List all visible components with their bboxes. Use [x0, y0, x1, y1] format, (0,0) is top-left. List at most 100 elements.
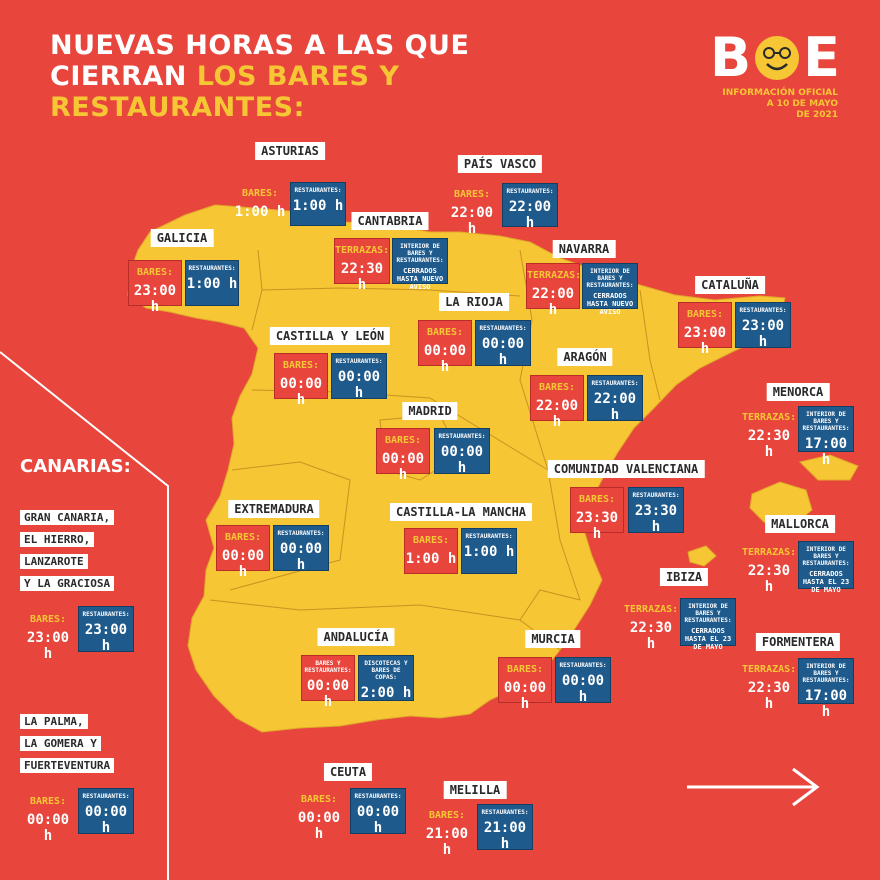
- region-label-aragon: ARAGÓN: [557, 348, 613, 366]
- canarias-g2-b-cap: RESTAURANTES:: [82, 793, 130, 800]
- aragon-b-val: 22:00 h: [593, 391, 637, 423]
- canarias-group-2-bares-box: BARES: 00:00 h: [22, 790, 74, 844]
- larioja-a-val: 00:00 h: [423, 343, 467, 375]
- menorca-a-cap: TERRAZAS:: [742, 412, 797, 423]
- navarra-b-cap: INTERIOR DE BARES Y RESTAURANTES:: [586, 268, 634, 289]
- cataluna-bares-box: BARES: 23:00 h: [678, 302, 732, 357]
- melilla-a-cap: BARES:: [428, 810, 466, 821]
- mallorca-b-val: CERRADOS HASTA EL 23 DE MAYO: [802, 570, 850, 594]
- larioja-restaurantes-box: RESTAURANTES: 00:00 h: [475, 320, 531, 368]
- region-label-formentera: FORMENTERA: [755, 633, 841, 651]
- paisvasco-b-cap: RESTAURANTES:: [506, 188, 554, 195]
- madrid-bares-box: BARES: 00:00 h: [376, 428, 430, 483]
- region-label-asturias: ASTURIAS: [255, 142, 325, 160]
- region-label-madrid: MADRID: [402, 402, 458, 420]
- island-label: LA GOMERA Y: [20, 736, 101, 751]
- andalucia-b-cap: DISCOTECAS Y BARES DE COPAS:: [364, 660, 408, 681]
- canarias-group-2-restaurantes-box: RESTAURANTES: 00:00 h: [78, 788, 134, 836]
- smiley-icon: [755, 36, 800, 80]
- aragon-a-val: 22:00 h: [535, 398, 579, 430]
- logo-subtitle: INFORMACIÓN OFICIAL A 10 DE MAYO DE 2021: [700, 88, 838, 121]
- island-label: EL HIERRO,: [20, 532, 95, 547]
- mallorca-terrazas-box: TERRAZAS: 22:30 h: [742, 541, 797, 595]
- aragon-bares-box: BARES: 22:00 h: [530, 375, 584, 430]
- menorca-b-cap: INTERIOR DE BARES Y RESTAURANTES:: [802, 411, 850, 432]
- island-label: LA PALMA,: [20, 714, 88, 729]
- paisvasco-a-val: 22:00 h: [450, 205, 494, 237]
- castillaleon-a-cap: BARES:: [282, 360, 320, 371]
- arrow-right-icon[interactable]: [685, 765, 825, 809]
- murcia-a-cap: BARES:: [506, 664, 544, 675]
- murcia-b-cap: RESTAURANTES:: [559, 662, 607, 669]
- murcia-restaurantes-box: RESTAURANTES: 00:00 h: [555, 657, 611, 705]
- madrid-a-val: 00:00 h: [381, 451, 425, 483]
- castillamancha-restaurantes-box: RESTAURANTES: 1:00 h: [461, 528, 517, 574]
- region-label-valenciana: COMUNIDAD VALENCIANA: [547, 460, 705, 478]
- extremadura-bares-box: BARES: 00:00 h: [216, 525, 270, 580]
- andalucia-a-val: 00:00 h: [306, 678, 350, 710]
- valenciana-a-cap: BARES:: [578, 494, 616, 505]
- extremadura-b-val: 00:00 h: [279, 541, 323, 573]
- paisvasco-bares-box: BARES: 22:00 h: [444, 183, 500, 237]
- murcia-bares-box: BARES: 00:00 h: [498, 657, 552, 712]
- canarias-g1-a-val: 23:00 h: [26, 630, 70, 662]
- castillaleon-a-val: 00:00 h: [279, 376, 323, 408]
- ibiza-terrazas-box: TERRAZAS: 22:30 h: [624, 598, 679, 652]
- larioja-b-cap: RESTAURANTES:: [479, 325, 527, 332]
- asturias-a-val: 1:00 h: [234, 204, 286, 220]
- valenciana-b-val: 23:30 h: [634, 503, 678, 535]
- formentera-b-val: 17:00 h: [804, 688, 848, 720]
- valenciana-b-cap: RESTAURANTES:: [632, 492, 680, 499]
- melilla-restaurantes-box: RESTAURANTES: 21:00 h: [477, 804, 533, 852]
- mallorca-a-val: 22:30 h: [747, 563, 791, 595]
- menorca-a-val: 22:30 h: [747, 428, 791, 460]
- canarias-group-1-list: GRAN CANARIA, EL HIERRO, LANZAROTE Y LA …: [20, 506, 140, 594]
- cataluna-a-cap: BARES:: [686, 309, 724, 320]
- ibiza-a-cap: TERRAZAS:: [624, 604, 679, 615]
- mallorca-b-cap: INTERIOR DE BARES Y RESTAURANTES:: [802, 546, 850, 567]
- castillamancha-a-val: 1:00 h: [405, 551, 457, 567]
- canarias-group-1-restaurantes-box: RESTAURANTES: 23:00 h: [78, 606, 134, 654]
- region-label-menorca: MENORCA: [766, 383, 830, 401]
- melilla-b-val: 21:00 h: [483, 820, 527, 852]
- title-line-3: RESTAURANTES:: [50, 92, 305, 123]
- region-label-ceuta: CEUTA: [323, 763, 373, 781]
- castillaleon-bares-box: BARES: 00:00 h: [274, 353, 328, 408]
- region-label-ibiza: IBIZA: [659, 568, 709, 586]
- cantabria-interior-box: INTERIOR DE BARES Y RESTAURANTES: CERRAD…: [392, 238, 448, 291]
- region-label-mallorca: MALLORCA: [765, 515, 835, 533]
- island-label: FUERTEVENTURA: [20, 758, 115, 773]
- formentera-interior-box: INTERIOR DE BARES Y RESTAURANTES: 17:00 …: [798, 658, 854, 720]
- logo-sub-2: A 10 DE MAYO: [766, 99, 838, 109]
- cantabria-a-cap: TERRAZAS:: [335, 245, 390, 256]
- melilla-a-val: 21:00 h: [425, 826, 469, 858]
- mallorca-a-cap: TERRAZAS:: [742, 547, 797, 558]
- region-label-cantabria: CANTABRIA: [351, 212, 429, 230]
- menorca-b-val: 17:00 h: [804, 436, 848, 468]
- region-label-melilla: MELILLA: [443, 781, 507, 799]
- canarias-g2-b-val: 00:00 h: [84, 804, 128, 836]
- andalucia-a-cap: BARES Y RESTAURANTES:: [304, 660, 352, 674]
- canarias-g1-b-cap: RESTAURANTES:: [82, 611, 130, 618]
- logo-sub-3: DE 2021: [796, 110, 838, 120]
- ibiza-a-val: 22:30 h: [629, 620, 673, 652]
- aragon-b-cap: RESTAURANTES:: [591, 380, 639, 387]
- cataluna-b-cap: RESTAURANTES:: [739, 307, 787, 314]
- murcia-a-val: 00:00 h: [503, 680, 547, 712]
- galicia-b-cap: RESTAURANTES:: [188, 265, 236, 272]
- menorca-shape: [799, 454, 859, 481]
- region-label-navarra: NAVARRA: [552, 240, 616, 258]
- border-murcia: [519, 589, 581, 621]
- asturias-bares-box: BARES: 1:00 h: [234, 182, 286, 226]
- paisvasco-a-cap: BARES:: [453, 189, 491, 200]
- paisvasco-b-val: 22:00 h: [508, 199, 552, 231]
- cataluna-a-val: 23:00 h: [683, 325, 727, 357]
- ibiza-interior-box: INTERIOR DE BARES Y RESTAURANTES: CERRAD…: [680, 598, 736, 651]
- region-label-extremadura: EXTREMADURA: [228, 500, 320, 518]
- region-label-pais-vasco: PAÍS VASCO: [457, 155, 543, 173]
- galicia-a-cap: BARES:: [136, 267, 174, 278]
- region-label-murcia: MURCIA: [525, 630, 581, 648]
- navarra-terrazas-box: TERRAZAS: 22:00 h: [526, 263, 581, 318]
- valenciana-a-val: 23:30 h: [575, 510, 619, 542]
